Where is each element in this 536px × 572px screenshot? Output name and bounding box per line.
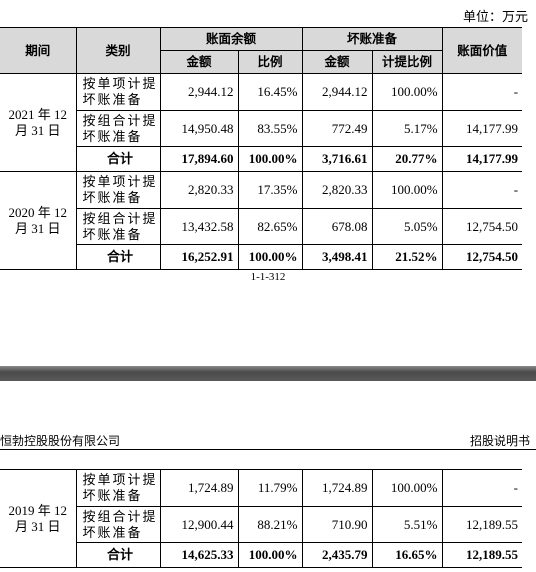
value-cell: 14,177.99 (441, 146, 523, 172)
header-rule (0, 449, 536, 450)
table-row: 合计 14,625.33 100.00% 2,435.79 16.65% 12,189.5… (0, 542, 522, 568)
value-cell: 772.49 (301, 110, 373, 147)
value-cell: 100.00% (237, 244, 303, 270)
page-break (0, 366, 536, 381)
value-cell: 20.77% (371, 146, 443, 172)
table: 期间 类别 账面余额 坏账准备 账面价值 金额 比例 金额 计提比例 2021 年 12 月 … (0, 27, 523, 270)
header-cell: 比例 (237, 50, 303, 74)
value-cell: 12,900.44 (159, 506, 239, 543)
value-cell: 21.52% (371, 244, 443, 270)
value-cell: 12,189.55 (441, 542, 522, 568)
value-cell: 5.51% (371, 506, 443, 543)
category-cell: 按组合计提坏账准备 (76, 110, 161, 147)
table-row: 2021 年 12 月 31 日按单项计提坏账准备 2,944.12 16.45% 2… (0, 73, 523, 172)
table-row: 合计 16,252.91 100.00% 3,498.41 21.52% 12,754.5… (0, 244, 523, 270)
table-row: 2020 年 12 月 31 日按单项计提坏账准备 2,820.33 17.35% 2… (0, 171, 523, 270)
period-cell: 2020 年 12 月 31 日 (0, 171, 77, 270)
value-cell: 2,944.12 (159, 73, 239, 111)
value-cell: 2,944.12 (301, 73, 373, 111)
header-cell: 账面价值 (441, 27, 523, 74)
value-cell: 16,252.91 (159, 244, 239, 270)
table-row: 2019 年 12 月 31 日按单项计提坏账准备 1,724.89 11.79% 1… (0, 469, 522, 568)
value-cell: 5.17% (371, 110, 443, 147)
value-cell: 88.21% (237, 506, 303, 543)
value-cell: 14,625.33 (159, 542, 239, 568)
unit: 单位：万元 (462, 9, 528, 24)
value-cell: 16.65% (371, 542, 443, 568)
value-cell: 82.65% (237, 208, 303, 245)
value-cell: - (441, 469, 522, 507)
value-cell: - (441, 171, 523, 209)
value-cell: 83.55% (237, 110, 303, 147)
header-cell: 期间 (0, 27, 77, 74)
value-cell: 100.00% (371, 73, 443, 111)
value-cell: 2,820.33 (159, 171, 239, 209)
value-cell: 100.00% (371, 171, 443, 209)
value-cell: 17,894.60 (159, 146, 239, 172)
value-cell: 14,950.48 (159, 110, 239, 147)
category-cell: 合计 (76, 244, 161, 270)
header-cell: 金额 (160, 50, 239, 74)
category-cell: 按单项计提坏账准备 (75, 73, 161, 111)
table-row: 按组合计提坏账准备 13,432.58 82.65% 678.08 5.05% 12,75… (0, 208, 523, 245)
value-cell: 1,724.89 (159, 469, 239, 507)
header-cell: 账面余额 (159, 27, 303, 51)
header-cell: 类别 (75, 27, 161, 74)
value-cell: 12,754.50 (441, 208, 523, 245)
header-cell: 计提比例 (371, 50, 443, 74)
value-cell: 12,754.50 (441, 244, 523, 270)
table-row: 合计 17,894.60 100.00% 3,716.61 20.77% 14,177.9… (0, 146, 523, 172)
value-cell: 16.45% (237, 73, 303, 111)
page-number: 1-1-312 (250, 271, 286, 283)
value-cell: 678.08 (301, 208, 373, 245)
category-cell: 合计 (76, 542, 161, 568)
value-cell: 100.00% (237, 542, 303, 568)
table-row: 按组合计提坏账准备 14,950.48 83.55% 772.49 5.17% 14,17… (0, 110, 523, 147)
header-left: 恒勃控股股份有限公司 (0, 434, 121, 448)
value-cell: 2,435.79 (301, 542, 373, 568)
value-cell: 13,432.58 (159, 208, 239, 245)
value-cell: 710.90 (301, 506, 373, 543)
value-cell: 12,189.55 (441, 506, 522, 543)
value-cell: 11.79% (237, 469, 303, 507)
value-cell: 1,724.89 (301, 469, 373, 507)
table: 2019 年 12 月 31 日按单项计提坏账准备 1,724.89 11.79% 1… (0, 469, 522, 568)
header-cell: 坏账准备 (301, 27, 443, 51)
category-cell: 合计 (76, 146, 161, 172)
value-cell: 2,820.33 (301, 171, 373, 209)
header-right: 招股说明书 (469, 434, 530, 448)
value-cell: 3,498.41 (301, 244, 373, 270)
category-cell: 按单项计提坏账准备 (75, 171, 161, 209)
value-cell: 5.05% (371, 208, 443, 245)
value-cell: 3,716.61 (301, 146, 373, 172)
category-cell: 按组合计提坏账准备 (76, 506, 161, 543)
period-cell: 2021 年 12 月 31 日 (0, 73, 77, 172)
table-row: 按组合计提坏账准备 12,900.44 88.21% 710.90 5.51% 12,18… (0, 506, 522, 543)
category-cell: 按单项计提坏账准备 (75, 469, 161, 507)
header-cell: 金额 (301, 50, 373, 74)
period-cell: 2019 年 12 月 31 日 (0, 469, 77, 568)
value-cell: 17.35% (237, 171, 303, 209)
category-cell: 按组合计提坏账准备 (76, 208, 161, 245)
value-cell: 14,177.99 (441, 110, 523, 147)
value-cell: - (441, 73, 523, 111)
value-cell: 100.00% (371, 469, 443, 507)
value-cell: 100.00% (237, 146, 303, 172)
